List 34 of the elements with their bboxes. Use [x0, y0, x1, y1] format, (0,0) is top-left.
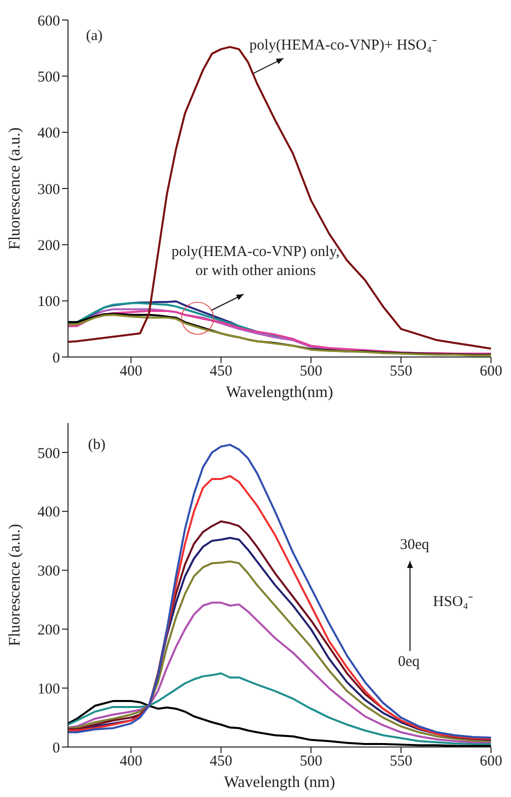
y-axis-title: Fluorescence (a.u.) [6, 127, 24, 250]
y-axis-title: Fluorescence (a.u.) [6, 524, 24, 646]
y-tick-label: 0 [52, 740, 60, 756]
y-tick-label: 300 [38, 564, 60, 580]
x-tick-label: 600 [480, 364, 502, 380]
annotation: 30eq [400, 537, 430, 553]
x-tick-label: 550 [390, 364, 412, 380]
y-tick-label: 100 [38, 294, 60, 310]
annotation: poly(HEMA-co-VNP) only, or with other anions [172, 244, 340, 280]
y-tick-label: 400 [38, 504, 60, 521]
x-tick-label: 550 [390, 754, 412, 770]
y-tick-label: 500 [38, 69, 60, 86]
y-tick-label: 400 [38, 126, 60, 142]
annotation: 0eq [398, 654, 420, 670]
x-axis-title: Wavelength (nm) [224, 774, 336, 791]
annotation: poly(HEMA-co-VNP)+ HSO₄⁻ [249, 37, 437, 54]
x-tick-label: 450 [210, 754, 232, 770]
y-tick-label: 200 [38, 238, 60, 254]
x-axis-title: Wavelength(nm) [226, 384, 334, 401]
y-tick-label: 100 [38, 681, 60, 698]
x-tick-label: 500 [300, 364, 322, 380]
x-tick-label: 400 [120, 754, 142, 770]
annotation: (b) [88, 437, 106, 453]
x-tick-label: 400 [120, 364, 142, 380]
y-tick-label: 0 [52, 350, 60, 366]
y-tick-label: 500 [38, 446, 60, 462]
annotation: HSO₄⁻ [433, 594, 474, 610]
x-tick-label: 450 [210, 364, 232, 380]
annotation: (a) [86, 28, 103, 44]
y-tick-label: 300 [38, 182, 60, 198]
y-tick-label: 200 [38, 622, 60, 639]
x-tick-label: 500 [300, 754, 322, 770]
y-tick-label: 600 [38, 13, 60, 30]
x-tick-label: 600 [480, 754, 502, 770]
